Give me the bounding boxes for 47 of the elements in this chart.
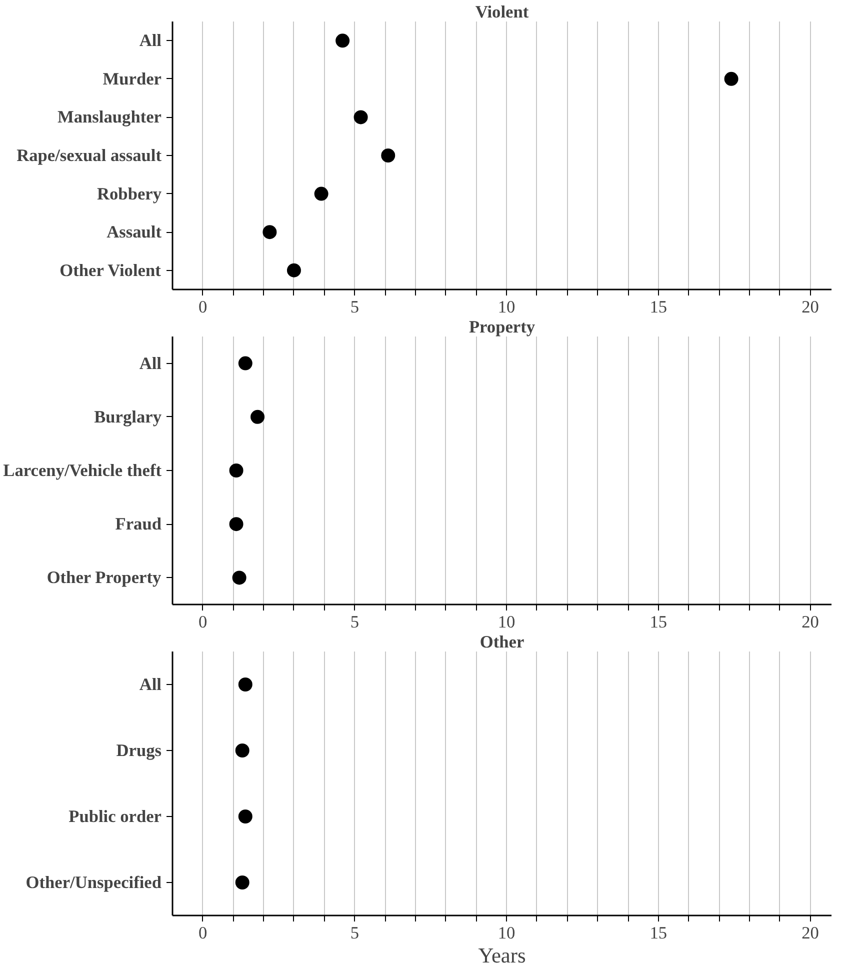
x-tick-label: 0 <box>198 924 208 942</box>
point <box>232 570 246 585</box>
point <box>314 186 328 201</box>
y-tick-label: Murder <box>102 69 162 88</box>
point <box>229 517 244 532</box>
x-tick-label: 10 <box>498 924 516 942</box>
y-tick-label: Assault <box>106 222 162 242</box>
y-tick-label: Fraud <box>115 514 162 534</box>
x-tick-label: 10 <box>498 298 516 316</box>
y-tick-label: All <box>139 675 162 694</box>
x-tick-label: 5 <box>350 924 360 942</box>
y-tick-label: Other/Unspecified <box>26 873 162 892</box>
x-tick-label: 0 <box>198 298 208 316</box>
y-tick-label: Larceny/Vehicle theft <box>3 461 162 480</box>
point <box>286 263 301 278</box>
y-tick-label: Manslaughter <box>58 108 162 127</box>
y-tick-label: All <box>139 31 162 50</box>
y-tick-label: Burglary <box>94 407 162 426</box>
x-axis-title: Years <box>478 944 526 968</box>
point <box>336 34 350 48</box>
point <box>238 356 252 370</box>
point <box>250 410 265 424</box>
x-tick-label: 15 <box>650 612 668 632</box>
chart-title: Other <box>480 632 524 652</box>
x-tick-label: 20 <box>802 298 819 316</box>
x-tick-label: 5 <box>350 612 360 632</box>
x-tick-label: 15 <box>650 298 668 316</box>
x-tick-label: 10 <box>498 612 516 632</box>
x-tick-label: 5 <box>350 298 360 316</box>
y-tick-label: Robbery <box>97 184 162 204</box>
point <box>354 110 368 124</box>
y-tick-label: Public order <box>68 807 162 826</box>
y-tick-label: Other Property <box>46 568 162 588</box>
point <box>724 72 738 86</box>
x-tick-label: 15 <box>650 924 668 942</box>
x-tick-label: 20 <box>802 612 819 632</box>
point <box>262 225 277 240</box>
y-tick-label: All <box>139 354 162 373</box>
point <box>381 148 396 162</box>
x-tick-label: 0 <box>198 612 208 632</box>
chart-title: Violent <box>475 2 529 22</box>
y-tick-label: Drugs <box>116 741 162 760</box>
y-tick-label: Other Violent <box>60 260 162 280</box>
x-tick-label: 20 <box>802 924 819 942</box>
chart-title: Property <box>468 318 536 336</box>
y-tick-label: Rape/sexual assault <box>16 146 162 165</box>
point <box>229 464 244 478</box>
